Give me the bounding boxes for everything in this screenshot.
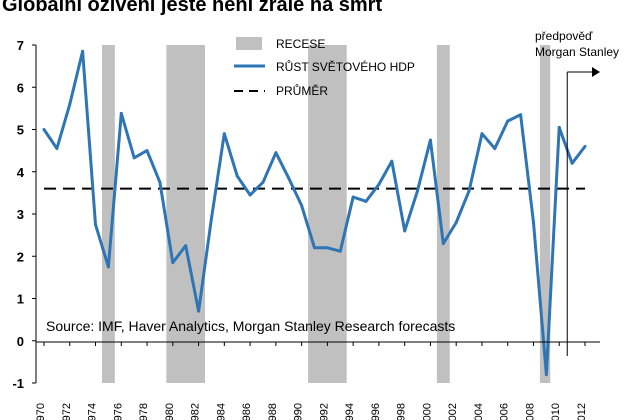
x-tick-label-1974: 1974 [87,403,99,420]
x-tick-label-2012: 2012 [576,403,588,420]
growth-point-1974 [94,223,98,227]
x-tick-label-2008: 2008 [525,403,537,420]
growth-point-1990 [300,204,304,208]
y-tick-label--1: -1 [12,376,24,391]
x-tick-label-1996: 1996 [370,403,382,420]
x-tick-label-2004: 2004 [473,403,485,420]
growth-point-1988 [274,151,278,155]
growth-point-1998 [403,229,407,233]
legend-average-label: PRŮMĚR [276,83,328,98]
growth-point-1991 [313,246,316,250]
growth-point-2004 [480,132,484,136]
series-group [42,49,587,377]
growth-point-2006 [506,119,510,123]
growth-point-1982 [197,309,201,313]
x-tick-label-1972: 1972 [61,403,73,420]
forecast-label-line1: předpověď [535,29,593,43]
chart-title: Globální oživení ještě není zralé na smr… [2,0,382,16]
growth-point-2003 [467,189,471,193]
growth-point-1996 [377,182,381,186]
x-tick-label-1992: 1992 [318,403,330,420]
x-tick-label-1990: 1990 [293,403,305,420]
growth-point-1976 [119,111,123,115]
growth-point-2012 [583,144,587,148]
growth-point-1987 [261,180,265,184]
recession-band-5 [539,45,551,383]
growth-point-1975 [106,265,110,269]
growth-point-2001 [441,242,445,246]
x-tick-label-1970: 1970 [35,403,47,420]
x-tick-label-2000: 2000 [421,403,433,420]
growth-point-2010 [557,125,561,129]
growth-point-1973 [81,49,85,53]
growth-point-1984 [222,132,226,136]
growth-point-1997 [390,159,394,163]
growth-point-1993 [338,249,342,253]
growth-point-1980 [171,261,175,265]
growth-point-1995 [364,199,368,203]
source-note: Source: IMF, Haver Analytics, Morgan Sta… [46,318,455,334]
y-tick-label-6: 6 [17,80,24,95]
growth-point-2002 [454,220,458,224]
growth-point-2000 [428,138,432,142]
y-tick-label-4: 4 [17,165,25,180]
y-tick-label-0: 0 [17,334,24,349]
legend-growth-label: RŮST SVĚTOVÉHO HDP [276,59,415,74]
growth-point-2008 [531,220,535,224]
growth-point-2009 [544,373,548,377]
growth-point-1983 [209,216,213,220]
legend: RECESE RŮST SVĚTOVÉHO HDP PRŮMĚR [234,37,415,98]
y-ticks: -1 0 1 2 3 4 5 6 7 [12,38,36,391]
x-tick-label-1978: 1978 [138,403,150,420]
growth-point-1972 [68,102,72,106]
legend-recession-swatch [236,37,262,50]
x-tick-label-1976: 1976 [112,403,124,420]
y-tick-label-3: 3 [17,207,24,222]
x-tick-label-2006: 2006 [499,403,511,420]
recession-band-2 [166,45,206,383]
x-tick-label-1986: 1986 [241,403,253,420]
growth-point-1994 [351,195,355,199]
growth-point-1971 [55,147,59,151]
x-tick-label-1988: 1988 [267,403,279,420]
growth-point-1992 [325,246,329,250]
growth-point-2007 [519,113,523,117]
y-tick-label-5: 5 [17,123,24,138]
growth-point-1989 [287,176,291,180]
growth-point-1970 [42,128,46,131]
y-tick-label-1: 1 [17,292,24,307]
recession-band-3 [308,45,347,383]
x-ticks: 1970 1972 1974 1976 1978 1980 1982 1984 1986 1988… [35,342,588,420]
growth-point-1986 [248,193,252,197]
growth-point-1999 [416,189,420,193]
x-tick-label-2002: 2002 [447,403,459,420]
legend-recession-label: RECESE [276,37,325,51]
recession-band-1 [101,45,115,383]
growth-point-1977 [132,156,136,160]
forecast-annotation: předpověď Morgan Stanley [535,29,619,356]
forecast-label-line2: Morgan Stanley [535,45,619,59]
growth-point-2005 [493,147,497,151]
growth-point-2011 [570,161,574,165]
y-tick-label-7: 7 [17,38,24,53]
recession-bands [101,45,551,383]
recession-band-4 [436,45,450,383]
growth-point-1979 [158,180,162,184]
x-tick-label-1984: 1984 [215,403,227,420]
y-tick-label-2: 2 [17,249,24,264]
growth-point-1978 [145,149,149,153]
x-tick-label-1982: 1982 [190,403,202,420]
growth-point-1981 [184,244,188,248]
x-tick-label-2010: 2010 [550,403,562,420]
x-tick-label-1980: 1980 [164,403,176,420]
x-tick-label-1998: 1998 [396,403,408,420]
growth-point-1985 [235,174,239,178]
x-tick-label-1994: 1994 [344,403,356,420]
arrow-head-icon [592,67,600,77]
